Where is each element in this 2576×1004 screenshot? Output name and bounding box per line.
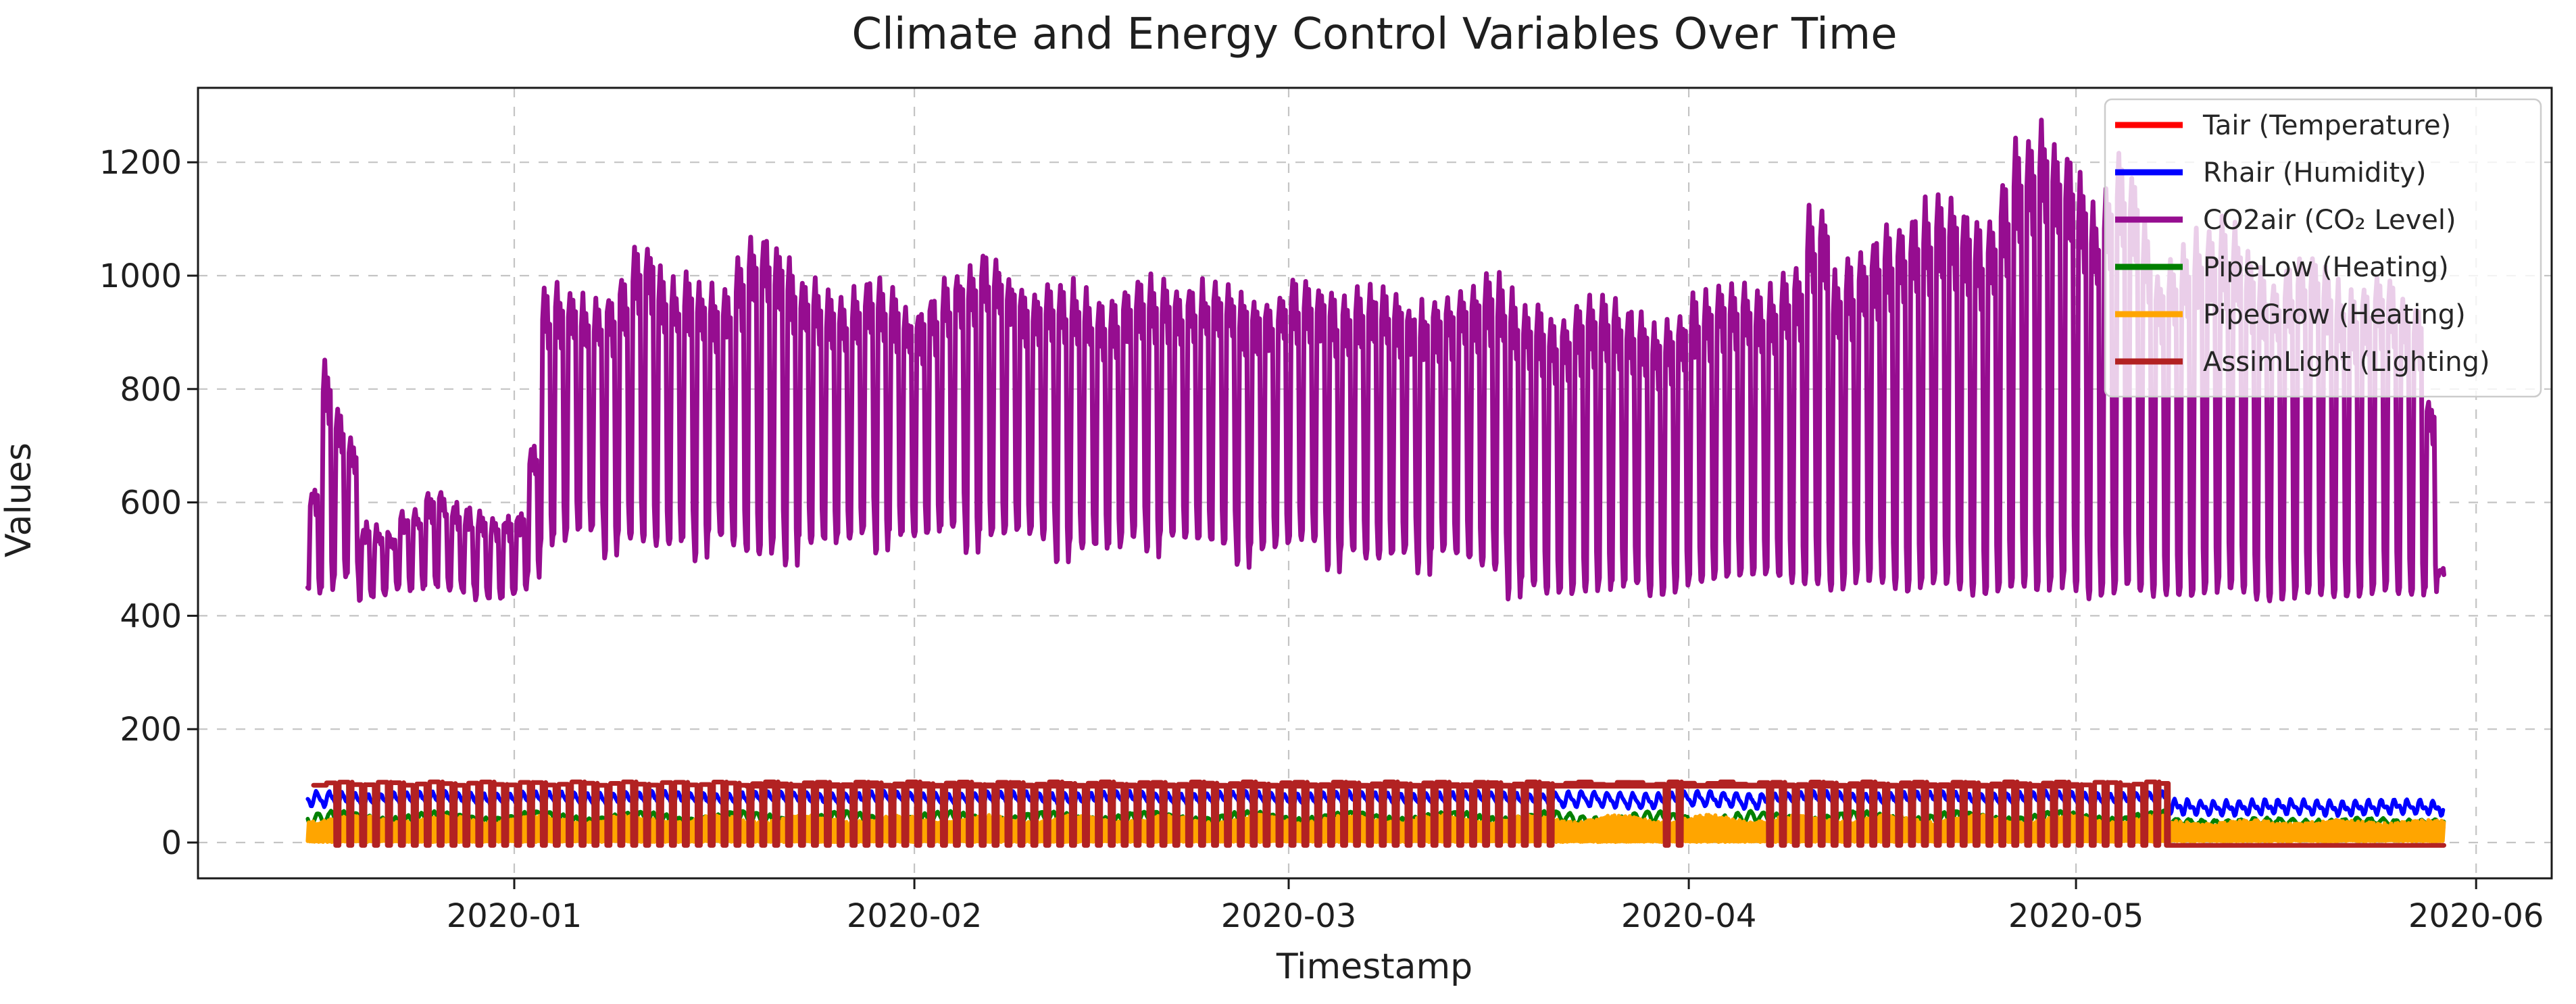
axes: 0 200 400 600 800 1000 1200 2020-01 2020-02 2020-… <box>99 86 2553 935</box>
x-tick-label: 2020-01 <box>447 897 583 935</box>
y-tick-label: 800 <box>120 371 182 409</box>
y-tick-label: 400 <box>120 597 182 635</box>
x-tick-label: 2020-05 <box>2008 897 2144 935</box>
legend: Tair (Temperature) Rhair (Humidity) CO2air… <box>2104 98 2542 398</box>
series-line-AssimLight <box>311 779 2446 848</box>
legend-item-CO2air: CO2air (CO₂ Level) <box>2115 205 2456 236</box>
legend-item-AssimLight: AssimLight (Lighting) <box>2115 347 2490 378</box>
series-line-CO2air <box>305 118 2446 603</box>
chart-title: Climate and Energy Control Variables Ove… <box>851 9 1897 59</box>
x-tick-label: 2020-02 <box>847 897 983 935</box>
legend-label-Tair: Tair (Temperature) <box>2202 110 2451 141</box>
y-tick-label: 200 <box>120 711 182 749</box>
data-series <box>305 118 2446 848</box>
legend-label-CO2air: CO2air (CO₂ Level) <box>2203 205 2456 236</box>
legend-label-PipeLow: PipeLow (Heating) <box>2203 252 2449 283</box>
plot-frame <box>197 86 2553 880</box>
x-tick-label: 2020-04 <box>1621 897 1757 935</box>
legend-label-Rhair: Rhair (Humidity) <box>2203 157 2427 189</box>
legend-item-Tair: Tair (Temperature) <box>2115 110 2451 141</box>
legend-item-PipeLow: PipeLow (Heating) <box>2115 252 2449 283</box>
y-tick-label: 1200 <box>99 144 182 182</box>
y-axis-label: Values <box>0 443 39 557</box>
legend-label-AssimLight: AssimLight (Lighting) <box>2203 347 2490 378</box>
x-tick-label: 2020-03 <box>1221 897 1357 935</box>
y-tick-label: 0 <box>161 824 182 862</box>
x-tick-label: 2020-06 <box>2408 897 2544 935</box>
legend-item-Rhair: Rhair (Humidity) <box>2115 157 2427 189</box>
y-tick-label: 1000 <box>99 257 182 295</box>
legend-label-PipeGrow: PipeGrow (Heating) <box>2203 299 2466 330</box>
legend-box <box>2104 98 2542 398</box>
x-axis-label: Timestamp <box>1276 947 1472 987</box>
y-tick-label: 600 <box>120 484 182 522</box>
legend-item-PipeGrow: PipeGrow (Heating) <box>2115 299 2466 330</box>
